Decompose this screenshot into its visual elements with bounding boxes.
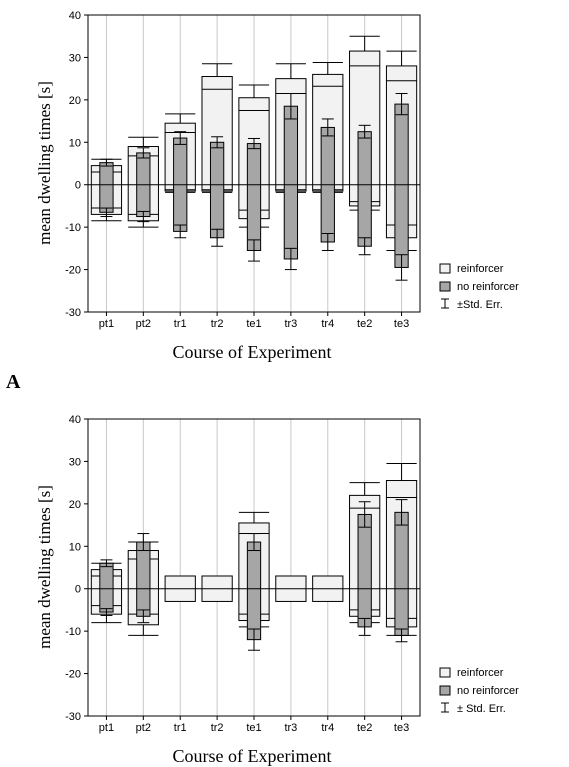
panel-label: A <box>6 371 21 393</box>
x-ticks-bottom: pt1 pt2 tr1 tr2 te1 tr3 tr4 te2 te3 <box>99 716 409 734</box>
y-tick-label: 0 <box>75 584 81 596</box>
y-axis-title-bottom: mean dwelling times [s] <box>35 485 54 649</box>
x-tick-label: pt2 <box>136 722 151 734</box>
chart-top: -30 -20 -10 0 10 20 30 40 pt1 pt2 tr1 tr2 te1 tr3 tr4… <box>35 10 519 362</box>
legend-top: reinforcer no reinforcer ±Std. Err. <box>440 263 519 311</box>
bar-no-reinforcer <box>137 542 150 616</box>
legend-label: no reinforcer <box>457 685 519 697</box>
y-axis-title-top: mean dwelling times [s] <box>35 81 54 245</box>
legend-swatch-reinforcer <box>440 668 450 677</box>
x-tick-label: tr3 <box>284 318 297 330</box>
y-tick-label: 10 <box>69 137 81 149</box>
x-tick-label: te3 <box>394 722 409 734</box>
bar-no-reinforcer <box>247 144 260 251</box>
legend-label: ± Std. Err. <box>457 703 506 715</box>
legend-bottom: reinforcer no reinforcer ± Std. Err. <box>440 667 519 715</box>
y-tick-label: 20 <box>69 499 81 511</box>
bar-no-reinforcer <box>358 132 371 247</box>
legend-label: reinforcer <box>457 667 504 679</box>
x-tick-label: tr1 <box>174 722 187 734</box>
x-tick-label: tr2 <box>211 722 224 734</box>
y-tick-label: -20 <box>65 265 81 277</box>
legend-swatch-no-reinforcer <box>440 282 450 291</box>
legend-label: ±Std. Err. <box>457 299 503 311</box>
y-ticks-bottom: -30 -20 -10 0 10 20 30 40 <box>65 414 88 723</box>
legend-label: no reinforcer <box>457 281 519 293</box>
x-tick-label: tr4 <box>321 318 334 330</box>
bar-no-reinforcer <box>395 104 408 267</box>
y-tick-label: -30 <box>65 307 81 319</box>
y-tick-label: -30 <box>65 711 81 723</box>
y-tick-label: -20 <box>65 669 81 681</box>
bar-no-reinforcer <box>100 163 113 213</box>
y-tick-label: 0 <box>75 180 81 192</box>
x-ticks-top: pt1 pt2 tr1 tr2 te1 tr3 tr4 te2 te3 <box>99 312 409 330</box>
legend-label: reinforcer <box>457 263 504 275</box>
y-tick-label: 40 <box>69 414 81 426</box>
x-axis-title-bottom: Course of Experiment <box>173 746 332 766</box>
x-tick-label: te1 <box>246 318 261 330</box>
y-tick-label: 10 <box>69 541 81 553</box>
bar-no-reinforcer <box>247 542 260 640</box>
x-tick-label: pt1 <box>99 722 114 734</box>
legend-swatch-reinforcer <box>440 264 450 273</box>
bar-no-reinforcer <box>358 514 371 626</box>
y-tick-label: 30 <box>69 456 81 468</box>
x-tick-label: te2 <box>357 318 372 330</box>
x-tick-label: pt1 <box>99 318 114 330</box>
legend-swatch-no-reinforcer <box>440 686 450 695</box>
bar-no-reinforcer <box>210 142 223 237</box>
x-tick-label: tr4 <box>321 722 334 734</box>
y-tick-label: 40 <box>69 10 81 22</box>
x-tick-label: pt2 <box>136 318 151 330</box>
y-tick-label: 30 <box>69 52 81 64</box>
x-axis-title-top: Course of Experiment <box>173 342 332 362</box>
bar-no-reinforcer <box>284 106 297 259</box>
x-tick-label: te2 <box>357 722 372 734</box>
x-tick-label: tr3 <box>284 722 297 734</box>
bar-no-reinforcer <box>395 512 408 635</box>
x-tick-label: tr1 <box>174 318 187 330</box>
x-tick-label: tr2 <box>211 318 224 330</box>
y-tick-label: 20 <box>69 95 81 107</box>
x-tick-label: te1 <box>246 722 261 734</box>
bar-no-reinforcer <box>100 563 113 612</box>
chart-bottom: -30 -20 -10 0 10 20 30 40 pt1 pt2 tr1 tr2 te1 tr3 tr4… <box>35 414 519 766</box>
y-ticks-top: -30 -20 -10 0 10 20 30 40 <box>65 10 88 319</box>
x-tick-label: te3 <box>394 318 409 330</box>
y-tick-label: -10 <box>65 626 81 638</box>
y-tick-label: -10 <box>65 222 81 234</box>
